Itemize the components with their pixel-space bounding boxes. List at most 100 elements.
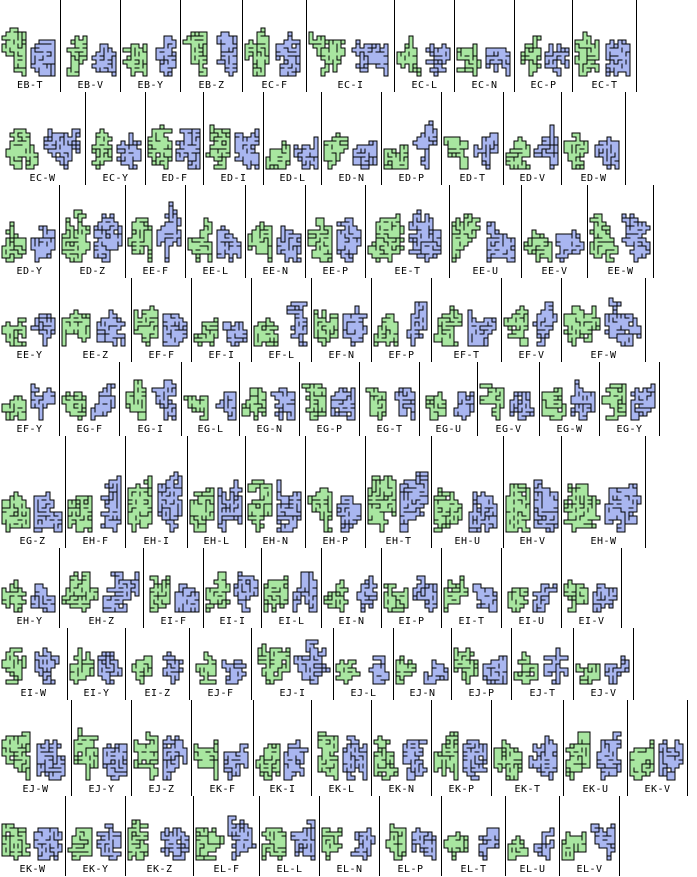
compound-figure (503, 301, 558, 347)
blue-polyomino (411, 827, 437, 861)
compound-cell: EI-P (382, 548, 442, 628)
compound-figure (395, 655, 449, 685)
compound-figure (255, 739, 309, 781)
blue-polyomino (293, 136, 319, 170)
compound-cell: EC-F (243, 0, 307, 92)
compound-label: EC-I (337, 80, 364, 91)
compound-cell: EJ-Z (132, 700, 192, 796)
compound-label: EJ-V (590, 688, 617, 699)
blue-polyomino (216, 225, 242, 263)
compound-figure (505, 479, 559, 533)
green-polyomino (61, 309, 91, 347)
compound-cell: EG-F (60, 362, 120, 436)
compound-cell: EJ-T (512, 628, 574, 700)
green-polyomino (321, 827, 343, 861)
compound-label: EI-Z (144, 688, 171, 699)
compound-label: EF-P (388, 350, 415, 361)
compound-label: EE-U (472, 266, 499, 277)
compound-row: EF-Y EG-F EG-I EG-L EG-N EG-P EG-T EG-U EG-V EG-W… (0, 362, 660, 436)
compound-figure (187, 217, 242, 263)
compound-label: EE-L (202, 266, 229, 277)
compound-row: EJ-W EJ-Y EJ-Z EK-F EK-I EK-L EK-N EK-P EK-T EK-U… (0, 700, 688, 796)
compound-figure (1, 313, 56, 347)
compound-label: EG-I (137, 424, 164, 435)
compound-label: EJ-N (409, 688, 436, 699)
blue-polyomino (275, 31, 301, 77)
compound-label: EG-U (435, 424, 462, 435)
compound-figure (133, 731, 188, 781)
blue-polyomino (478, 827, 500, 861)
compound-label: EH-N (262, 536, 289, 547)
green-polyomino (205, 571, 231, 613)
blue-polyomino (509, 391, 535, 421)
compound-cell: EI-Z (126, 628, 190, 700)
compound-cell: ED-P (382, 92, 442, 185)
compound-figure (147, 124, 201, 170)
green-polyomino (1, 221, 27, 263)
compound-label: EH-L (203, 536, 230, 547)
green-polyomino (385, 823, 407, 861)
blue-polyomino (330, 387, 356, 421)
compound-cell: EH-N (246, 436, 306, 548)
blue-polyomino (270, 387, 296, 421)
compound-cell: EG-P (300, 362, 360, 436)
compound-cell: EH-V (504, 436, 562, 548)
green-polyomino (67, 827, 93, 861)
compound-row: EC-W EC-Y ED-F ED-I ED-L ED-N ED-P ED-T ED-V ED-W (0, 92, 626, 185)
blue-polyomino (605, 39, 631, 77)
compound-label: EL-V (576, 864, 603, 875)
compound-cell: EH-W (562, 436, 646, 548)
blue-polyomino (162, 651, 184, 685)
green-polyomino (443, 136, 469, 170)
compound-label: EJ-Z (148, 784, 175, 795)
compound-figure (321, 827, 376, 861)
compound-figure (189, 479, 243, 533)
blue-polyomino (342, 305, 368, 347)
compound-cell: ED-T (442, 92, 504, 185)
compound-label: EL-F (213, 864, 240, 875)
compound-figure (263, 571, 318, 613)
compound-figure (317, 731, 368, 781)
compound-cell: EF-T (432, 278, 502, 362)
compound-cell: EL-U (506, 796, 560, 876)
green-polyomino (1, 647, 27, 685)
green-polyomino (433, 731, 459, 781)
green-polyomino (589, 213, 619, 263)
compound-cell: EC-T (573, 0, 637, 92)
compound-cell: EG-U (420, 362, 478, 436)
compound-figure (385, 823, 437, 861)
compound-figure (629, 739, 684, 781)
compound-figure (1, 647, 60, 685)
blue-polyomino (592, 583, 618, 613)
compound-label: EK-F (209, 784, 236, 795)
green-polyomino (507, 587, 529, 613)
blue-polyomino (604, 655, 630, 685)
compound-cell: EF-F (132, 278, 192, 362)
compound-cell: EG-T (360, 362, 420, 436)
compound-cell: EB-T (0, 0, 61, 92)
compound-figure (247, 479, 302, 533)
compound-figure (313, 305, 368, 347)
compound-cell: EB-Z (181, 0, 243, 92)
compound-figure (127, 819, 190, 861)
compound-cell: EK-I (254, 700, 312, 796)
blue-polyomino (604, 483, 642, 533)
compound-cell: EH-F (66, 436, 126, 548)
blue-polyomino (336, 495, 362, 533)
blue-polyomino (453, 391, 475, 421)
compound-label: ED-P (398, 173, 425, 184)
compound-label: EC-P (530, 80, 557, 91)
green-polyomino (247, 479, 273, 533)
compound-cell: EI-I (204, 548, 262, 628)
green-polyomino (261, 827, 287, 861)
compound-figure (365, 387, 416, 421)
compound-figure (67, 823, 122, 861)
green-polyomino (255, 743, 281, 781)
compound-label: EE-W (607, 266, 634, 277)
blue-polyomino (217, 479, 243, 533)
compound-cell: EJ-P (452, 628, 512, 700)
compound-figure (479, 383, 535, 421)
compound-cell: EG-I (120, 362, 182, 436)
green-polyomino (265, 140, 291, 170)
blue-polyomino (216, 31, 238, 77)
